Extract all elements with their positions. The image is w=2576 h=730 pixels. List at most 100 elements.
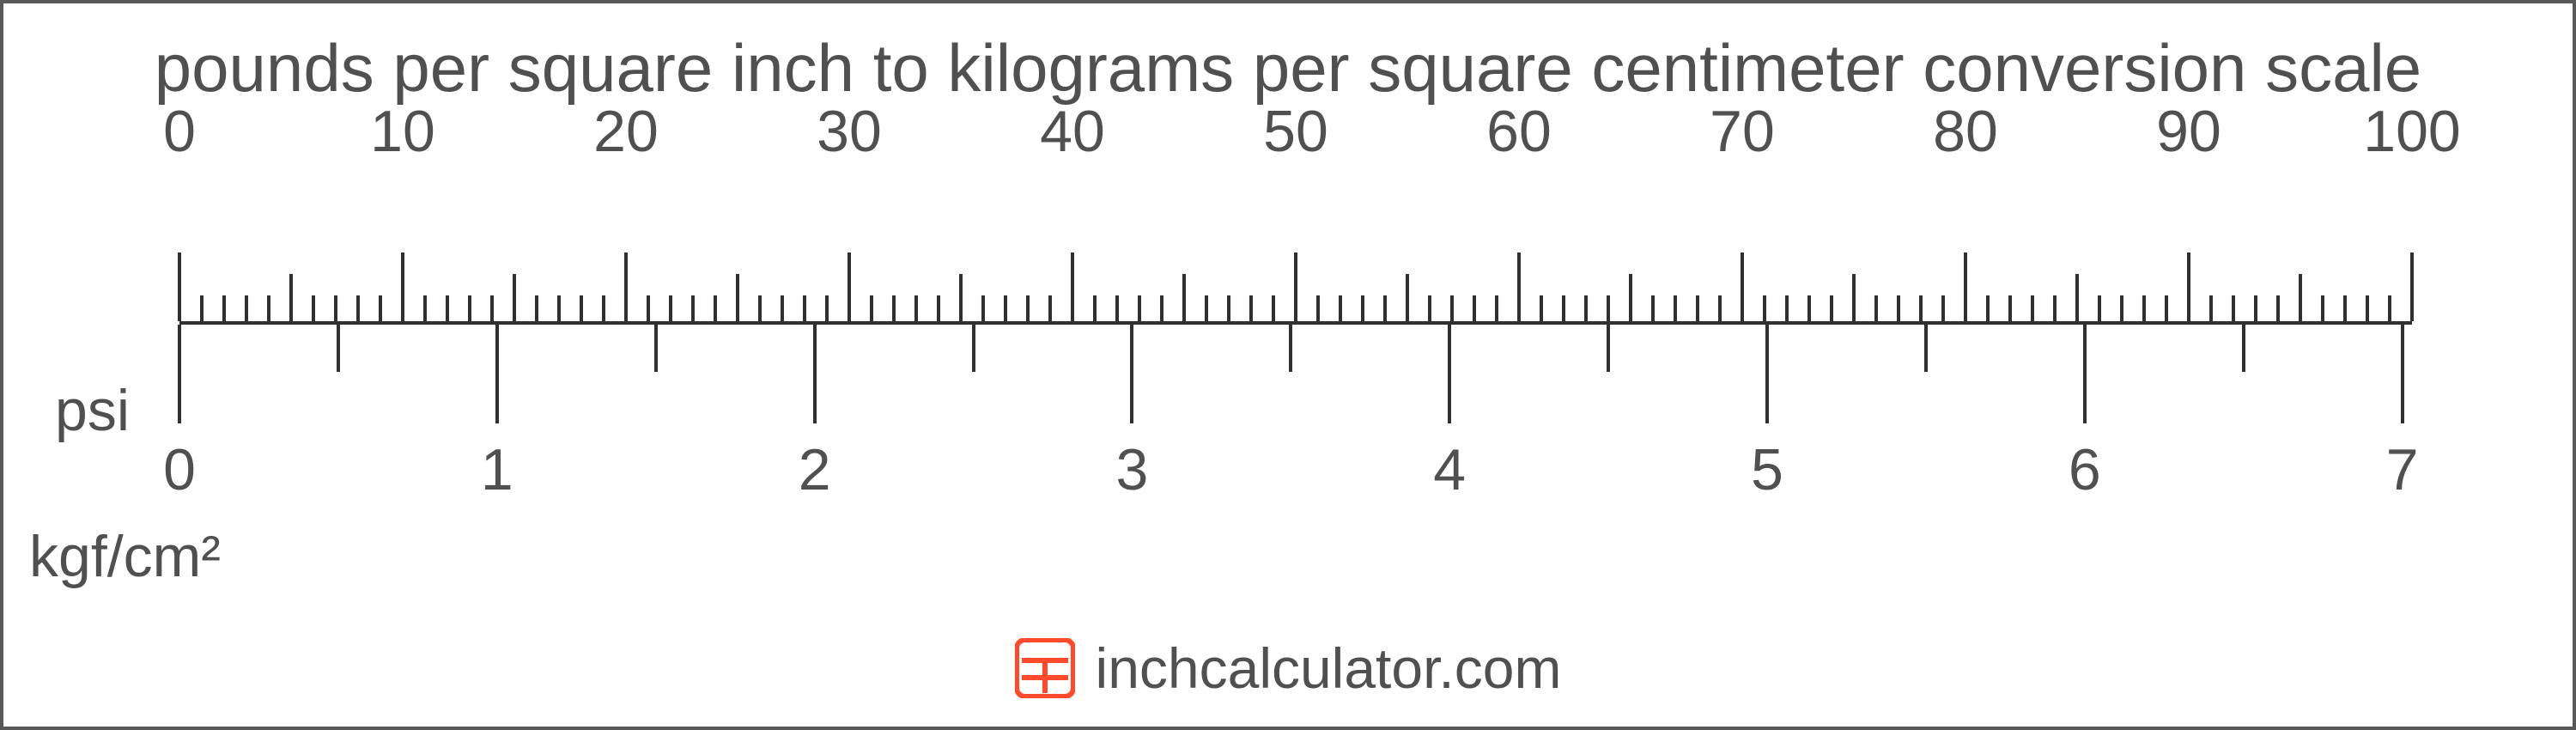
psi-tick-label: 60 <box>1486 98 1552 165</box>
psi-tick <box>1249 295 1253 321</box>
psi-tick <box>401 252 404 321</box>
psi-tick-label: 0 <box>163 98 196 165</box>
psi-tick <box>1048 295 1052 321</box>
bottom-unit-label: kgf/cm² <box>29 523 221 590</box>
psi-tick-label: 50 <box>1263 98 1328 165</box>
psi-tick <box>1026 295 1030 321</box>
kgf-tick <box>2083 325 2087 423</box>
psi-tick-label: 90 <box>2156 98 2221 165</box>
psi-tick <box>1361 295 1364 321</box>
psi-tick <box>1651 295 1655 321</box>
psi-tick <box>245 295 248 321</box>
psi-tick <box>1986 295 1990 321</box>
psi-tick <box>2142 295 2146 321</box>
psi-tick <box>803 295 806 321</box>
psi-tick-label: 20 <box>593 98 659 165</box>
psi-tick-label: 100 <box>2363 98 2460 165</box>
psi-tick <box>1785 295 1789 321</box>
psi-tick <box>669 295 672 321</box>
psi-tick <box>178 252 181 321</box>
psi-tick <box>1607 295 1610 321</box>
conversion-scale-frame: pounds per square inch to kilograms per … <box>0 0 2576 730</box>
kgf-tick <box>813 325 817 423</box>
psi-tick <box>1696 295 1699 321</box>
psi-tick <box>200 295 204 321</box>
psi-tick <box>1473 295 1476 321</box>
psi-tick <box>1316 295 1320 321</box>
psi-tick <box>312 295 315 321</box>
psi-tick <box>1741 252 1744 321</box>
psi-tick <box>1160 295 1163 321</box>
psi-tick <box>647 295 650 321</box>
psi-tick <box>1071 252 1074 321</box>
psi-tick <box>1874 295 1878 321</box>
kgf-tick <box>1607 325 1610 372</box>
psi-scale: 0102030405060708090100 <box>179 167 2412 321</box>
top-unit-label: psi <box>55 377 130 444</box>
psi-tick-label: 30 <box>817 98 882 165</box>
psi-tick <box>222 295 226 321</box>
psi-tick <box>2254 295 2257 321</box>
psi-tick <box>2232 295 2235 321</box>
kgf-tick-label: 6 <box>2069 436 2101 503</box>
psi-tick <box>825 295 829 321</box>
kgf-tick <box>1130 325 1133 423</box>
psi-tick <box>937 295 940 321</box>
psi-tick <box>691 295 695 321</box>
kgf-tick <box>972 325 975 372</box>
psi-tick <box>2098 295 2101 321</box>
psi-tick <box>714 295 717 321</box>
psi-tick <box>1941 295 1945 321</box>
kgf-tick <box>2242 325 2245 372</box>
psi-tick <box>2343 295 2347 321</box>
kgf-tick <box>1448 325 1451 423</box>
psi-tick <box>2299 274 2302 321</box>
psi-tick <box>1450 295 1454 321</box>
psi-tick <box>2120 295 2123 321</box>
kgf-tick <box>337 325 340 372</box>
psi-tick <box>848 252 851 321</box>
kgf-tick-label: 3 <box>1115 436 1148 503</box>
psi-tick <box>1205 295 1208 321</box>
psi-tick <box>2321 295 2324 321</box>
psi-tick <box>870 295 873 321</box>
psi-tick <box>1182 274 1186 321</box>
psi-tick <box>1852 274 1856 321</box>
psi-tick <box>2388 295 2391 321</box>
psi-tick <box>468 295 471 321</box>
psi-tick <box>513 274 516 321</box>
psi-tick <box>580 295 583 321</box>
psi-tick <box>289 274 293 321</box>
psi-tick <box>1383 295 1387 321</box>
kgf-tick <box>1289 325 1292 372</box>
psi-tick <box>914 295 918 321</box>
psi-tick <box>758 295 762 321</box>
psi-tick <box>1964 252 1967 321</box>
psi-tick <box>1428 295 1431 321</box>
kgf-scale: 01234567 <box>179 325 2412 479</box>
kgf-tick <box>2401 325 2404 423</box>
psi-tick-label: 70 <box>1710 98 1775 165</box>
psi-tick <box>1674 295 1677 321</box>
psi-tick <box>2075 274 2079 321</box>
psi-tick <box>557 295 561 321</box>
psi-tick <box>490 295 494 321</box>
psi-tick <box>2410 252 2414 321</box>
kgf-tick-label: 4 <box>1433 436 1466 503</box>
psi-tick-label: 40 <box>1040 98 1105 165</box>
psi-tick <box>1919 295 1923 321</box>
footer-text: inchcalculator.com <box>1096 636 1562 701</box>
kgf-tick <box>495 325 499 423</box>
psi-tick <box>1115 295 1119 321</box>
psi-tick <box>2276 295 2280 321</box>
kgf-tick-label: 0 <box>163 436 196 503</box>
kgf-tick <box>178 325 181 423</box>
ruler-area: psi kgf/cm² 0102030405060708090100 01234… <box>3 167 2573 536</box>
psi-tick <box>1807 295 1811 321</box>
psi-tick <box>1540 295 1543 321</box>
psi-tick <box>1763 295 1766 321</box>
psi-tick <box>379 295 382 321</box>
kgf-tick-label: 2 <box>799 436 831 503</box>
psi-tick <box>602 295 605 321</box>
psi-tick <box>1406 274 1409 321</box>
